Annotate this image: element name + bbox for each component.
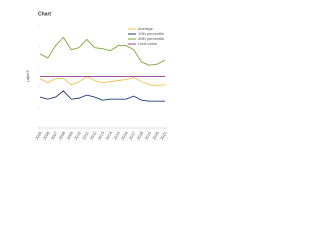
x-tick-label: 2021 — [159, 130, 168, 141]
series-line — [39, 36, 166, 66]
x-tick-label: 2015 — [112, 130, 121, 141]
x-tick-label: 2009 — [65, 130, 74, 141]
x-tick-label: 2011 — [81, 130, 90, 141]
x-tick-label: 2016 — [120, 130, 129, 141]
x-tick-label: 2014 — [104, 130, 113, 141]
legend-label: 10th percentile — [138, 31, 165, 36]
x-tick-label: 2020 — [151, 130, 160, 141]
x-tick-label: 2006 — [42, 130, 51, 141]
x-tick-label: 2010 — [73, 130, 82, 141]
chart-title: Chart — [38, 11, 51, 17]
series-line — [39, 75, 166, 87]
x-tick-label: 2019 — [143, 130, 152, 141]
x-tick-label: 2008 — [57, 130, 66, 141]
x-tick-label: 2017 — [128, 130, 137, 141]
x-tick-label: 2013 — [97, 130, 106, 141]
x-tick-label: 2012 — [89, 130, 98, 141]
y-axis-label: µg/m3 — [25, 70, 30, 82]
legend-label: Limit value — [138, 41, 158, 46]
legend-label: 90th percentile — [138, 36, 165, 41]
x-tick-label: 2005 — [34, 130, 43, 141]
chart: Chart µg/m3 2005 2006 2007 2008 2009 2010 2011… — [25, 11, 168, 141]
series-line — [39, 90, 165, 102]
x-tick-label: 2018 — [136, 130, 145, 141]
x-tick-label: 2007 — [50, 130, 59, 141]
legend-label: Average — [138, 26, 154, 31]
